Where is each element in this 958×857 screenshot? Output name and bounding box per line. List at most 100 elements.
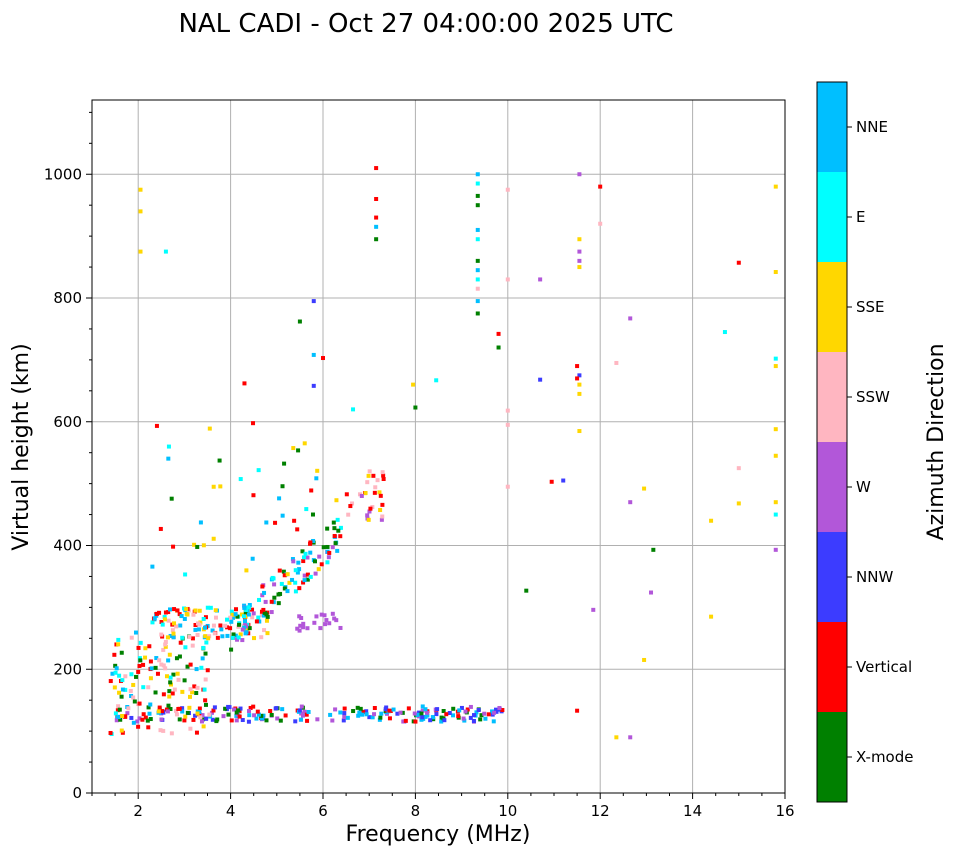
colorbar-segment	[817, 172, 847, 262]
data-point	[228, 626, 233, 631]
data-point	[118, 717, 123, 722]
data-point	[355, 705, 360, 710]
data-point	[478, 717, 483, 722]
data-point	[577, 172, 582, 177]
data-point	[164, 674, 169, 679]
y-axis-ticks: 0 200 400 600 800 1000	[44, 111, 92, 802]
data-point	[577, 391, 582, 396]
data-point	[475, 172, 480, 177]
data-point	[116, 715, 121, 720]
data-point	[773, 500, 778, 505]
data-point	[262, 610, 267, 615]
data-point	[482, 711, 487, 716]
data-point	[235, 637, 240, 642]
data-point	[123, 714, 128, 719]
data-point	[171, 631, 176, 636]
data-point	[195, 544, 200, 549]
data-point	[166, 703, 171, 708]
data-point	[230, 635, 235, 640]
data-point	[332, 616, 337, 621]
data-point	[229, 619, 234, 624]
data-point	[238, 706, 243, 711]
data-point	[174, 624, 179, 629]
data-point	[184, 607, 189, 612]
data-point	[321, 545, 326, 550]
data-point	[123, 674, 128, 679]
data-point	[159, 662, 164, 667]
data-point	[773, 453, 778, 458]
colorbar-segment	[817, 532, 847, 622]
data-point	[736, 260, 741, 265]
data-point	[722, 330, 727, 335]
data-point	[157, 658, 162, 663]
data-point	[114, 718, 119, 723]
data-point	[160, 622, 165, 627]
data-point	[280, 707, 285, 712]
colorbar-label: NNW	[856, 568, 893, 586]
data-point	[308, 574, 313, 579]
data-point	[325, 526, 330, 531]
data-point	[317, 554, 322, 559]
data-point	[341, 718, 346, 723]
data-point	[256, 712, 261, 717]
data-point	[305, 718, 310, 723]
data-point	[468, 704, 473, 709]
data-point	[257, 597, 262, 602]
data-point	[256, 615, 261, 620]
data-point	[252, 713, 257, 718]
data-point	[285, 572, 290, 577]
data-point	[229, 647, 234, 652]
data-point	[119, 694, 124, 699]
y-tick-label: 600	[53, 413, 82, 431]
data-point	[159, 619, 164, 624]
data-point	[254, 716, 259, 721]
data-point	[188, 662, 193, 667]
colorbar-label: W	[856, 478, 871, 496]
data-point	[187, 694, 192, 699]
data-point	[259, 613, 264, 618]
data-point	[175, 671, 180, 676]
data-point	[264, 618, 269, 623]
data-point	[150, 564, 155, 569]
data-point	[306, 709, 311, 714]
data-point	[423, 707, 428, 712]
data-point	[210, 628, 215, 633]
data-point	[415, 712, 420, 717]
data-point	[338, 525, 343, 530]
data-point	[184, 611, 189, 616]
data-point	[366, 517, 371, 522]
data-point	[305, 626, 310, 631]
data-point	[243, 612, 248, 617]
data-point	[246, 605, 251, 610]
data-point	[300, 549, 305, 554]
data-point	[325, 560, 330, 565]
data-point	[250, 556, 255, 561]
data-point	[468, 715, 473, 720]
data-point	[199, 719, 204, 724]
data-point	[261, 713, 266, 718]
data-point	[175, 608, 180, 613]
data-point	[395, 711, 400, 716]
data-point	[167, 652, 172, 657]
data-point	[161, 663, 166, 668]
data-point	[538, 377, 543, 382]
data-point	[335, 517, 340, 522]
data-point	[185, 664, 190, 669]
data-point	[215, 635, 220, 640]
data-point	[279, 581, 284, 586]
colorbar-label: Vertical	[856, 658, 912, 676]
data-point	[200, 656, 205, 661]
data-point	[176, 706, 181, 711]
data-point	[194, 691, 199, 696]
x-tick-label: 10	[498, 802, 517, 820]
y-axis-label: Virtual height (km)	[9, 343, 34, 550]
data-point	[524, 588, 529, 593]
data-point	[314, 614, 319, 619]
data-point	[272, 595, 277, 600]
colorbar-segment	[817, 622, 847, 712]
data-point	[174, 656, 179, 661]
data-point	[378, 715, 383, 720]
data-point	[133, 630, 138, 635]
data-point	[332, 526, 337, 531]
data-point	[158, 728, 163, 733]
